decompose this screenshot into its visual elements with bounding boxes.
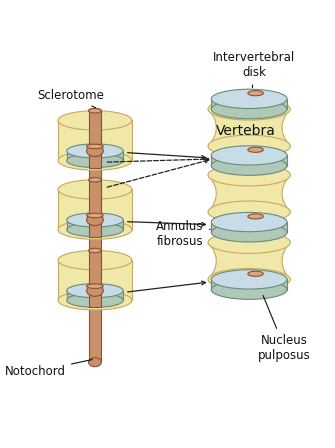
Text: Sclerotome: Sclerotome	[38, 89, 104, 108]
Polygon shape	[88, 180, 102, 237]
Ellipse shape	[88, 177, 102, 182]
Ellipse shape	[86, 213, 103, 218]
Ellipse shape	[86, 144, 103, 149]
Ellipse shape	[248, 90, 263, 96]
Polygon shape	[208, 109, 290, 146]
Polygon shape	[67, 151, 123, 160]
Ellipse shape	[208, 232, 290, 254]
Ellipse shape	[208, 268, 290, 290]
Polygon shape	[58, 121, 132, 160]
Ellipse shape	[248, 214, 263, 219]
Ellipse shape	[88, 108, 102, 113]
Polygon shape	[88, 111, 102, 362]
Ellipse shape	[211, 99, 287, 119]
Ellipse shape	[208, 135, 290, 157]
Text: Intervertebral
disk: Intervertebral disk	[213, 52, 295, 88]
Polygon shape	[58, 190, 132, 230]
Ellipse shape	[86, 214, 103, 226]
Ellipse shape	[88, 248, 102, 253]
Ellipse shape	[248, 148, 263, 163]
Ellipse shape	[208, 201, 290, 223]
Ellipse shape	[86, 284, 103, 289]
Polygon shape	[211, 99, 287, 109]
Ellipse shape	[58, 111, 132, 130]
Polygon shape	[211, 155, 287, 166]
Ellipse shape	[211, 212, 287, 232]
Ellipse shape	[88, 108, 102, 113]
Polygon shape	[88, 250, 102, 307]
Ellipse shape	[248, 147, 263, 152]
Polygon shape	[58, 260, 132, 300]
Polygon shape	[67, 220, 123, 230]
Ellipse shape	[58, 291, 132, 310]
Ellipse shape	[67, 293, 123, 307]
Text: Vertebra: Vertebra	[216, 124, 276, 138]
Ellipse shape	[211, 89, 287, 108]
Ellipse shape	[211, 156, 287, 175]
Ellipse shape	[86, 145, 103, 156]
Ellipse shape	[58, 151, 132, 170]
Polygon shape	[88, 111, 102, 168]
Polygon shape	[208, 242, 290, 280]
Ellipse shape	[58, 180, 132, 199]
Ellipse shape	[211, 146, 287, 165]
Ellipse shape	[248, 215, 263, 229]
Ellipse shape	[86, 285, 103, 296]
Ellipse shape	[67, 213, 123, 227]
Polygon shape	[208, 175, 290, 212]
Polygon shape	[67, 291, 123, 300]
Ellipse shape	[211, 223, 287, 242]
Ellipse shape	[208, 164, 290, 186]
Text: Notochord: Notochord	[5, 360, 92, 378]
Ellipse shape	[248, 271, 263, 276]
Text: Annulus
fibrosus: Annulus fibrosus	[156, 220, 210, 248]
Ellipse shape	[211, 270, 287, 289]
Ellipse shape	[67, 154, 123, 168]
Ellipse shape	[58, 250, 132, 270]
Ellipse shape	[67, 223, 123, 237]
Ellipse shape	[67, 144, 123, 158]
Text: Nucleus
pulposus: Nucleus pulposus	[258, 296, 311, 362]
Ellipse shape	[88, 358, 102, 366]
Ellipse shape	[248, 272, 263, 287]
Polygon shape	[211, 280, 287, 290]
Ellipse shape	[208, 98, 290, 120]
Ellipse shape	[211, 280, 287, 299]
Ellipse shape	[248, 92, 263, 106]
Polygon shape	[211, 222, 287, 233]
Ellipse shape	[58, 220, 132, 239]
Ellipse shape	[67, 284, 123, 298]
